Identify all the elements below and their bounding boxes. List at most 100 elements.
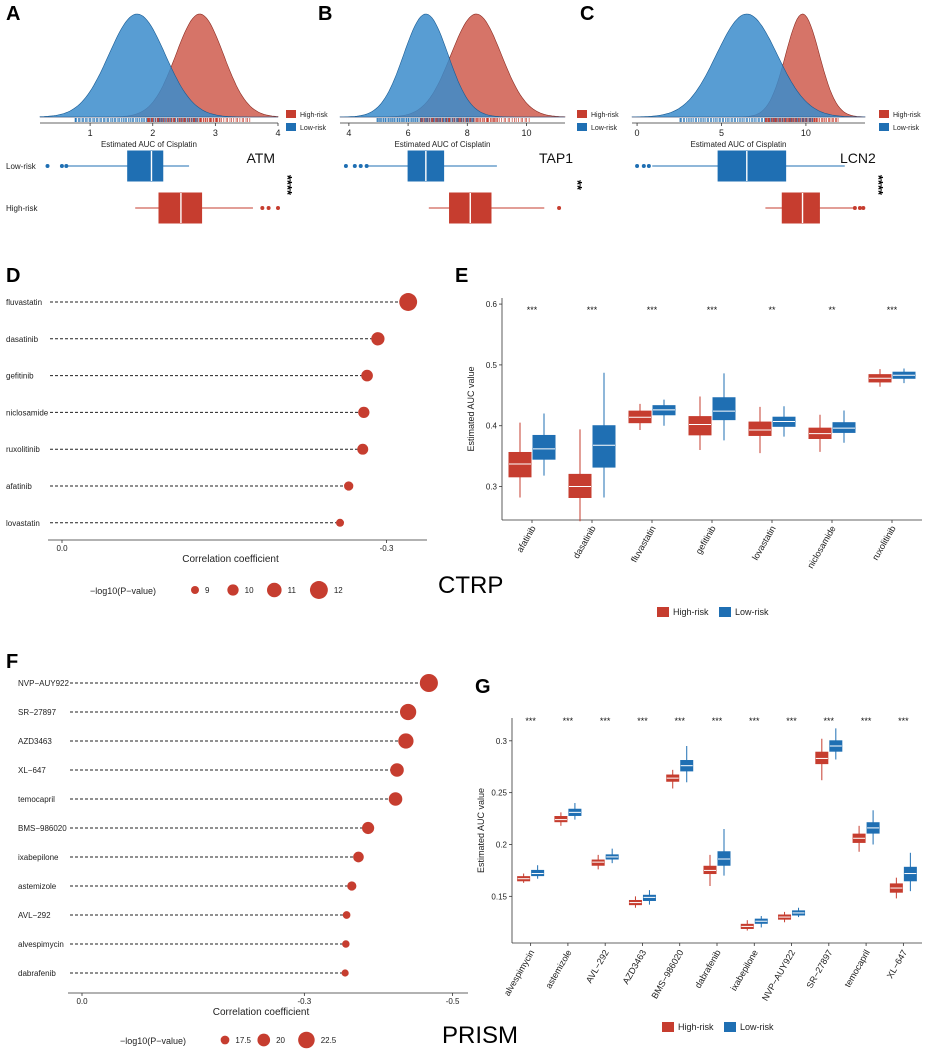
- box-high: [889, 877, 903, 899]
- size-legend-value: 10: [245, 586, 254, 595]
- x-axis-title: Estimated AUC of Cisplatin: [690, 140, 786, 149]
- category-label: alvespimycin: [502, 948, 536, 998]
- box-high: [517, 873, 531, 883]
- outlier: [641, 164, 646, 168]
- box: [592, 425, 616, 468]
- boxplot-high-risk: [135, 192, 280, 224]
- x-tick-label: 3: [213, 128, 218, 138]
- legend-low-key: [724, 1022, 736, 1032]
- legend-low-label: Low-risk: [893, 125, 920, 132]
- gene-label: TAP1: [539, 150, 573, 166]
- category-label: gefitinib: [694, 524, 718, 556]
- box-high: [666, 769, 680, 789]
- significance-label: ***: [563, 716, 574, 726]
- boxplot-high-risk: [765, 192, 866, 224]
- significance-label: ****: [871, 175, 886, 196]
- y-axis-title: Estimated AUC value: [476, 788, 486, 873]
- density-panel-c: 0 5 10 Estimated AUC of Cisplatin High-risk L…: [631, 13, 921, 224]
- significance-label: ***: [527, 305, 538, 315]
- size-legend-key: [227, 584, 239, 596]
- box-high: [688, 396, 712, 451]
- x-axis-title: Correlation coefficient: [182, 554, 279, 565]
- significance-label: ****: [280, 175, 295, 196]
- box: [531, 869, 545, 877]
- legend-high-label: High-risk: [591, 112, 619, 119]
- box: [688, 416, 712, 436]
- size-legend-key: [257, 1033, 271, 1047]
- correlation-point: [390, 763, 404, 777]
- box-high: [748, 406, 772, 454]
- low-risk-density: [339, 13, 565, 118]
- drug-label: AZD3463: [18, 737, 52, 746]
- drug-label: XL−647: [18, 766, 46, 775]
- x-tick-label: -0.5: [446, 997, 460, 1006]
- outlier: [857, 206, 862, 210]
- row-label-low: Low-risk: [6, 162, 37, 171]
- significance-label: ***: [712, 716, 723, 726]
- correlation-point: [336, 518, 345, 527]
- x-tick-label: 0.0: [76, 997, 88, 1006]
- correlation-point: [371, 332, 385, 346]
- size-legend-key: [220, 1035, 230, 1045]
- grouped-boxplot-panel-e: 0.3 0.4 0.5 0.6 Estimated AUC value afatinib *…: [466, 298, 922, 617]
- y-axis-title: Estimated AUC value: [466, 366, 476, 451]
- category-label: astemizole: [543, 948, 573, 990]
- box-low: [532, 413, 556, 476]
- rug-marks: [74, 118, 251, 122]
- box-low: [754, 916, 768, 928]
- box-low: [680, 745, 694, 783]
- correlation-point: [388, 792, 403, 806]
- drug-label: dasatinib: [6, 335, 39, 344]
- box-high: [740, 920, 754, 931]
- box: [703, 865, 717, 875]
- category-label: ruxolitinib: [870, 524, 898, 562]
- box-high: [508, 422, 532, 498]
- drug-label: dabrafenib: [18, 969, 56, 978]
- legend-high-label: High-risk: [673, 607, 709, 617]
- legend-low-key: [286, 123, 296, 131]
- significance-label: ***: [887, 305, 898, 315]
- size-legend-key: [298, 1031, 315, 1049]
- y-tick-label: 0.15: [491, 892, 507, 901]
- correlation-point: [353, 851, 364, 863]
- box-high: [703, 854, 717, 886]
- legend-high-key: [879, 110, 889, 118]
- legend-high-label: High-risk: [893, 112, 921, 119]
- boxplot-low-risk: [45, 150, 190, 182]
- significance-label: **: [570, 180, 585, 191]
- significance-label: **: [768, 305, 776, 315]
- x-tick-label: 8: [465, 128, 470, 138]
- category-label: XL−647: [885, 948, 909, 980]
- legend-low-key: [879, 123, 889, 131]
- legend-low-label: Low-risk: [735, 607, 769, 617]
- legend-low-key: [577, 123, 587, 131]
- box-low: [832, 410, 856, 443]
- box-low: [892, 368, 916, 384]
- category-label: niclosamide: [805, 524, 837, 570]
- box-high: [628, 896, 642, 908]
- x-tick-label: 1: [88, 128, 93, 138]
- drug-label: fluvastatin: [6, 298, 42, 307]
- lollipop-panel-d: fluvastatin dasatinib gefitinib niclosamide…: [6, 293, 427, 599]
- significance-label: ***: [824, 716, 835, 726]
- significance-label: ***: [861, 716, 872, 726]
- legend-high-label: High-risk: [678, 1022, 714, 1032]
- legend-low-key: [719, 607, 731, 617]
- box-low: [903, 852, 917, 892]
- correlation-point: [341, 969, 349, 977]
- correlation-point: [361, 369, 373, 382]
- rug-marks: [376, 118, 530, 122]
- significance-label: ***: [587, 305, 598, 315]
- box-low: [712, 373, 736, 441]
- panel-letter-d: D: [6, 265, 20, 287]
- drug-label: astemizole: [18, 882, 57, 891]
- box: [532, 434, 556, 460]
- significance-label: ***: [786, 716, 797, 726]
- correlation-point: [342, 911, 351, 919]
- legend-low-label: Low-risk: [740, 1022, 774, 1032]
- category-label: afatinib: [515, 524, 538, 554]
- density-panel-b: 4 6 8 10 Estimated AUC of Cisplatin High-risk…: [339, 13, 619, 224]
- drug-label: alvespimycin: [18, 940, 64, 949]
